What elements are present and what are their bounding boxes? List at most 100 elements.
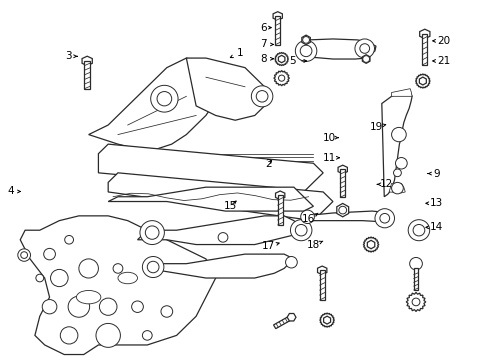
Circle shape bbox=[132, 301, 144, 312]
Circle shape bbox=[392, 127, 406, 142]
Circle shape bbox=[140, 221, 164, 244]
Circle shape bbox=[286, 257, 297, 268]
Polygon shape bbox=[84, 61, 90, 89]
Text: 14: 14 bbox=[426, 222, 443, 232]
Circle shape bbox=[392, 183, 403, 194]
Text: 17: 17 bbox=[262, 241, 279, 251]
Polygon shape bbox=[320, 313, 334, 327]
Circle shape bbox=[147, 261, 159, 273]
Circle shape bbox=[300, 45, 312, 57]
Circle shape bbox=[44, 248, 55, 260]
Polygon shape bbox=[138, 216, 304, 244]
Circle shape bbox=[68, 296, 90, 317]
Text: 4: 4 bbox=[7, 186, 20, 197]
Polygon shape bbox=[304, 211, 388, 222]
Polygon shape bbox=[363, 237, 379, 252]
Circle shape bbox=[60, 327, 78, 344]
Circle shape bbox=[146, 226, 159, 239]
Circle shape bbox=[408, 220, 430, 241]
Circle shape bbox=[339, 206, 346, 214]
Text: 15: 15 bbox=[224, 201, 237, 211]
Circle shape bbox=[303, 37, 310, 43]
Text: 11: 11 bbox=[322, 153, 339, 163]
Text: 7: 7 bbox=[260, 40, 273, 49]
Polygon shape bbox=[273, 12, 282, 20]
Circle shape bbox=[65, 235, 74, 244]
Circle shape bbox=[218, 233, 228, 242]
Polygon shape bbox=[420, 29, 430, 39]
Circle shape bbox=[143, 257, 164, 278]
Text: 2: 2 bbox=[265, 159, 272, 169]
Polygon shape bbox=[147, 254, 294, 278]
Circle shape bbox=[393, 169, 401, 177]
Polygon shape bbox=[406, 292, 426, 311]
Polygon shape bbox=[338, 165, 347, 174]
Circle shape bbox=[251, 86, 273, 107]
Polygon shape bbox=[419, 77, 426, 85]
Circle shape bbox=[380, 213, 390, 223]
Polygon shape bbox=[275, 16, 280, 45]
Circle shape bbox=[363, 56, 369, 62]
Text: 19: 19 bbox=[369, 122, 386, 132]
Text: 3: 3 bbox=[65, 51, 77, 61]
Circle shape bbox=[42, 300, 57, 314]
Text: 9: 9 bbox=[428, 168, 440, 179]
Polygon shape bbox=[20, 216, 216, 355]
Polygon shape bbox=[389, 183, 405, 193]
Polygon shape bbox=[273, 315, 293, 329]
Polygon shape bbox=[416, 74, 430, 88]
Ellipse shape bbox=[118, 272, 138, 284]
Polygon shape bbox=[275, 52, 289, 66]
Polygon shape bbox=[274, 71, 290, 86]
Circle shape bbox=[143, 330, 152, 340]
Circle shape bbox=[291, 220, 312, 241]
Circle shape bbox=[395, 158, 407, 169]
Polygon shape bbox=[392, 89, 412, 96]
Circle shape bbox=[79, 259, 98, 278]
Circle shape bbox=[36, 274, 44, 282]
Polygon shape bbox=[318, 266, 327, 275]
Circle shape bbox=[410, 257, 422, 270]
Polygon shape bbox=[340, 170, 345, 197]
Polygon shape bbox=[320, 270, 325, 300]
Polygon shape bbox=[368, 240, 375, 249]
Circle shape bbox=[360, 44, 369, 53]
Circle shape bbox=[413, 225, 425, 236]
Polygon shape bbox=[323, 316, 331, 324]
Circle shape bbox=[412, 298, 420, 306]
Polygon shape bbox=[414, 269, 418, 290]
Polygon shape bbox=[337, 203, 349, 217]
Circle shape bbox=[301, 210, 315, 224]
Text: 16: 16 bbox=[302, 213, 318, 224]
Circle shape bbox=[99, 298, 117, 315]
Polygon shape bbox=[382, 91, 412, 197]
Circle shape bbox=[295, 225, 307, 236]
Polygon shape bbox=[287, 314, 296, 321]
Polygon shape bbox=[278, 195, 283, 225]
Polygon shape bbox=[422, 34, 427, 65]
Circle shape bbox=[50, 269, 68, 287]
Circle shape bbox=[113, 264, 123, 273]
Circle shape bbox=[375, 209, 394, 228]
Ellipse shape bbox=[76, 291, 101, 304]
Circle shape bbox=[157, 91, 171, 106]
Text: 21: 21 bbox=[433, 56, 450, 66]
Text: 6: 6 bbox=[260, 23, 271, 33]
Text: 18: 18 bbox=[307, 240, 323, 250]
Circle shape bbox=[256, 91, 268, 102]
Polygon shape bbox=[186, 58, 270, 120]
Circle shape bbox=[21, 252, 27, 258]
Polygon shape bbox=[302, 35, 310, 45]
Circle shape bbox=[18, 249, 30, 261]
Text: 8: 8 bbox=[260, 54, 273, 64]
Polygon shape bbox=[363, 55, 370, 63]
Text: 12: 12 bbox=[377, 179, 393, 189]
Polygon shape bbox=[275, 191, 285, 199]
Circle shape bbox=[161, 306, 172, 317]
Text: 1: 1 bbox=[230, 48, 244, 58]
Circle shape bbox=[151, 85, 178, 112]
Text: 5: 5 bbox=[290, 56, 307, 66]
Polygon shape bbox=[108, 187, 314, 211]
Text: 10: 10 bbox=[322, 133, 339, 143]
Polygon shape bbox=[108, 173, 333, 221]
